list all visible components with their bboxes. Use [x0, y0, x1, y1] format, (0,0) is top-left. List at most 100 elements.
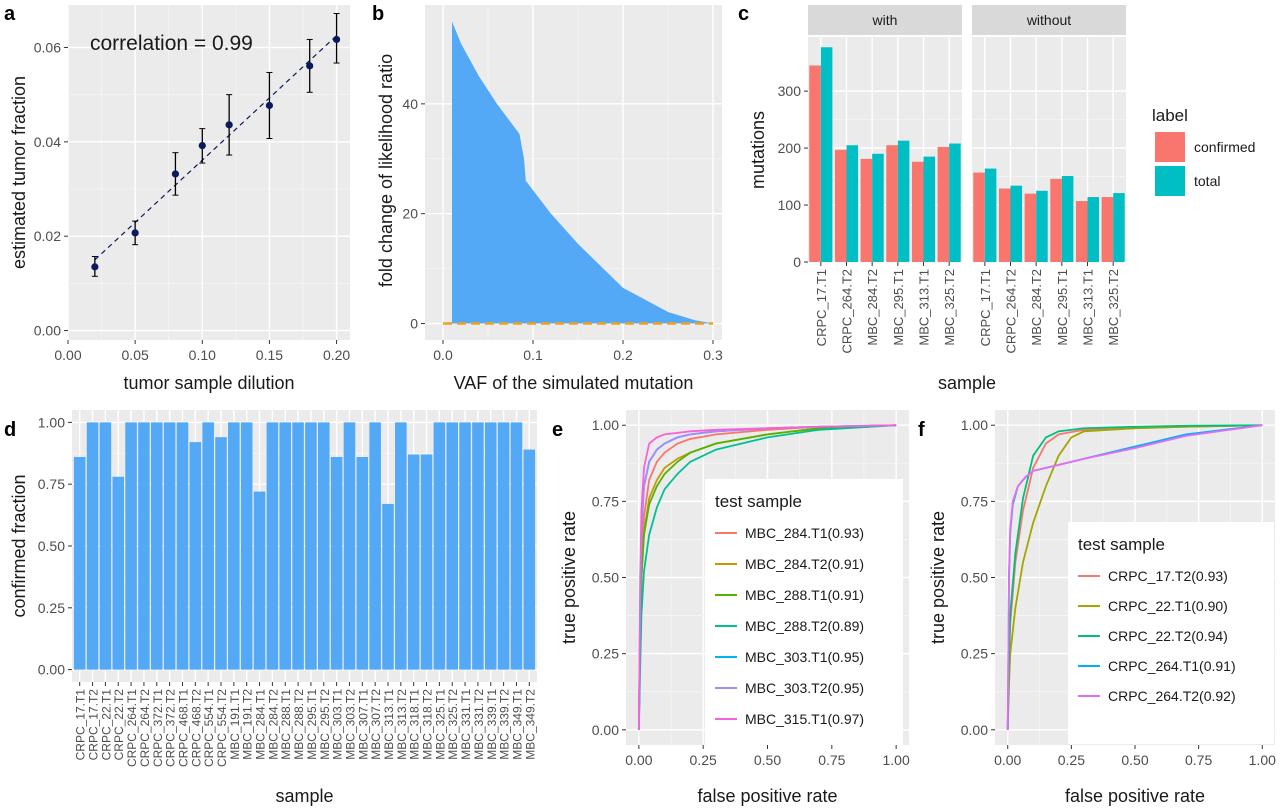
bar [279, 422, 292, 670]
panel-label: b [372, 3, 384, 25]
x-axis-title: false positive rate [697, 786, 837, 806]
x-tick-label: MBC_313.T1 [382, 689, 396, 760]
x-tick-label: CRPC_554.T1 [202, 689, 216, 767]
legend-box [705, 479, 903, 745]
x-tick-label: MBC_307.T2 [369, 689, 383, 760]
x-tick-label: CRPC_264.T1 [125, 689, 139, 767]
x-tick-label: CRPC_468.T2 [189, 689, 203, 767]
x-tick-label: MBC_339.T1 [485, 689, 499, 760]
bar-total [897, 140, 910, 262]
bar-total [820, 47, 833, 262]
data-point [225, 121, 233, 129]
panel-a: 0.00 0.02 0.04 0.06 0.00 0.05 0.10 0.15 0.20 corr… [4, 3, 350, 393]
x-tick-label: 0.25 [1058, 752, 1085, 768]
x-tick-label: MBC_295.T2 [318, 689, 332, 760]
roc-line-MBC_315.T1(0.97) [637, 424, 897, 730]
y-axis-title: mutations [748, 111, 768, 189]
data-point [91, 263, 99, 271]
bar [138, 422, 150, 670]
y-tick-label: 0.25 [592, 646, 619, 662]
x-tick-label: MBC_318.T2 [421, 689, 435, 760]
x-tick-label: MBC_325.T1 [433, 689, 447, 760]
legend-label: confirmed [1194, 139, 1255, 155]
x-tick-label: CRPC_17.T1 [978, 269, 993, 346]
x-tick-label: 0.10 [189, 347, 216, 363]
y-tick-label: 1.00 [38, 414, 65, 430]
bar-total [1010, 185, 1023, 262]
bar [163, 422, 176, 670]
x-axis-title: sample [938, 373, 996, 393]
x-tick-label: MBC_349.T2 [523, 689, 537, 760]
x-tick-label: CRPC_372.T2 [164, 689, 178, 767]
bar-confirmed [834, 149, 847, 262]
bar [369, 422, 381, 670]
bar-confirmed [998, 188, 1011, 262]
x-tick-label: CRPC_17.T1 [814, 269, 829, 346]
bar [73, 456, 86, 670]
bar [125, 422, 137, 670]
bar [420, 454, 433, 670]
legend-title: label [1152, 106, 1188, 125]
x-tick-label: MBC_295.T1 [1055, 269, 1070, 346]
panel-background [68, 5, 350, 340]
y-tick-label: 200 [778, 140, 802, 156]
x-tick-label: MBC_284.T2 [266, 689, 280, 760]
x-tick-label: CRPC_554.T2 [215, 689, 229, 767]
x-tick-label: 0.3 [703, 347, 723, 363]
x-axis-title: false positive rate [1065, 786, 1205, 806]
x-tick-label: MBC_339.T2 [498, 689, 512, 760]
x-tick-label: MBC_318.T1 [408, 689, 422, 760]
bar-confirmed [1024, 193, 1037, 262]
bar-total [1113, 193, 1125, 262]
legend-key-confirmed [1155, 132, 1185, 162]
x-tick-label: MBC_284.T2 [1029, 269, 1044, 346]
y-tick-label: 1.00 [961, 417, 988, 433]
x-tick-label: CRPC_468.T1 [176, 689, 190, 767]
roc-line-CRPC_22.T2(0.94) [1006, 424, 1263, 730]
y-tick-label: 0.04 [34, 134, 61, 150]
y-tick-label: 20 [402, 206, 418, 222]
facet-label: without [1026, 12, 1071, 28]
bar-confirmed [1050, 178, 1062, 262]
legend-label: MBC_284.T1(0.93) [745, 525, 864, 541]
x-tick-label: CRPC_22.T2 [112, 689, 126, 761]
x-tick-label: CRPC_264.T2 [840, 269, 855, 354]
bar-total [846, 145, 859, 262]
bar [292, 422, 304, 670]
x-tick-label: MBC_313.T1 [1081, 269, 1096, 346]
correlation-annotation: correlation = 0.99 [90, 32, 253, 55]
legend-label: MBC_303.T2(0.95) [745, 680, 864, 696]
y-tick-label: 1.00 [592, 417, 619, 433]
bar [228, 422, 240, 670]
legend-label: MBC_303.T1(0.95) [745, 649, 864, 665]
bar [433, 422, 446, 670]
legend-title: test sample [1078, 535, 1165, 554]
x-tick-label: MBC_288.T2 [292, 689, 306, 760]
y-tick-label: 0.00 [592, 722, 619, 738]
bar-total [949, 143, 961, 262]
bar-confirmed [809, 65, 821, 262]
bar [86, 422, 99, 670]
x-tick-label: 0.75 [818, 752, 845, 768]
x-tick-label: CRPC_22.T1 [99, 689, 113, 761]
x-tick-label: MBC_295.T1 [891, 269, 906, 346]
bar-total [1061, 175, 1074, 262]
y-tick-label: 0.25 [961, 646, 988, 662]
y-axis-title: confirmed fraction [9, 474, 29, 617]
x-tick-label: MBC_313.T2 [395, 689, 409, 760]
bar-confirmed [911, 161, 924, 262]
x-tick-label: 0.05 [122, 347, 149, 363]
data-point [131, 229, 139, 237]
bar [317, 422, 330, 670]
y-tick-label: 0.00 [961, 722, 988, 738]
bar [510, 422, 523, 670]
data-point [171, 170, 180, 178]
y-axis-title: true positive rate [928, 511, 948, 644]
x-tick-label: 0.0 [433, 347, 453, 363]
y-axis-title: fold change of likelihood ratio [376, 54, 396, 287]
bar [497, 422, 510, 670]
y-axis-title: estimated tumor fraction [9, 76, 29, 269]
legend-label: CRPC_17.T2(0.93) [1108, 568, 1228, 584]
legend-box [1068, 522, 1274, 744]
y-tick-label: 0.75 [38, 476, 65, 492]
